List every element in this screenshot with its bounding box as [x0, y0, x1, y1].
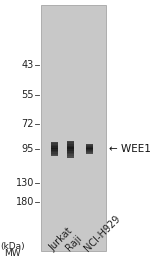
Bar — [67, 142, 74, 144]
Bar — [51, 146, 58, 148]
Bar — [51, 154, 58, 155]
Text: 180: 180 — [15, 197, 34, 207]
Text: Jurkat: Jurkat — [47, 226, 75, 253]
Bar — [67, 144, 74, 146]
Text: 72: 72 — [21, 119, 34, 129]
Bar — [86, 147, 93, 148]
Text: (kDa): (kDa) — [0, 242, 24, 251]
Bar — [67, 151, 74, 153]
Text: Raji: Raji — [64, 234, 84, 253]
Bar — [67, 140, 74, 142]
Text: 55: 55 — [21, 90, 34, 100]
Bar — [67, 154, 74, 156]
Bar — [67, 146, 74, 147]
Text: NCI-H929: NCI-H929 — [82, 214, 122, 253]
Bar — [86, 151, 93, 152]
Bar — [51, 142, 58, 143]
Text: 95: 95 — [21, 144, 34, 154]
Bar — [86, 153, 93, 154]
Bar — [51, 152, 58, 154]
Bar — [51, 143, 58, 145]
Bar — [86, 146, 93, 147]
Text: MW: MW — [4, 249, 20, 258]
Bar — [67, 149, 74, 151]
Bar — [86, 148, 93, 149]
Bar — [67, 156, 74, 158]
Bar — [51, 155, 58, 156]
FancyBboxPatch shape — [41, 5, 106, 251]
Bar — [67, 147, 74, 149]
Bar — [51, 149, 58, 150]
Bar — [86, 145, 93, 146]
Text: ← WEE1: ← WEE1 — [109, 144, 150, 154]
Bar — [86, 150, 93, 151]
Bar — [51, 148, 58, 149]
Bar — [86, 152, 93, 153]
Bar — [51, 150, 58, 152]
Text: 43: 43 — [22, 60, 34, 70]
Bar — [67, 153, 74, 154]
Bar — [86, 149, 93, 150]
Text: 130: 130 — [15, 178, 34, 188]
Bar — [51, 145, 58, 146]
Bar — [86, 144, 93, 145]
